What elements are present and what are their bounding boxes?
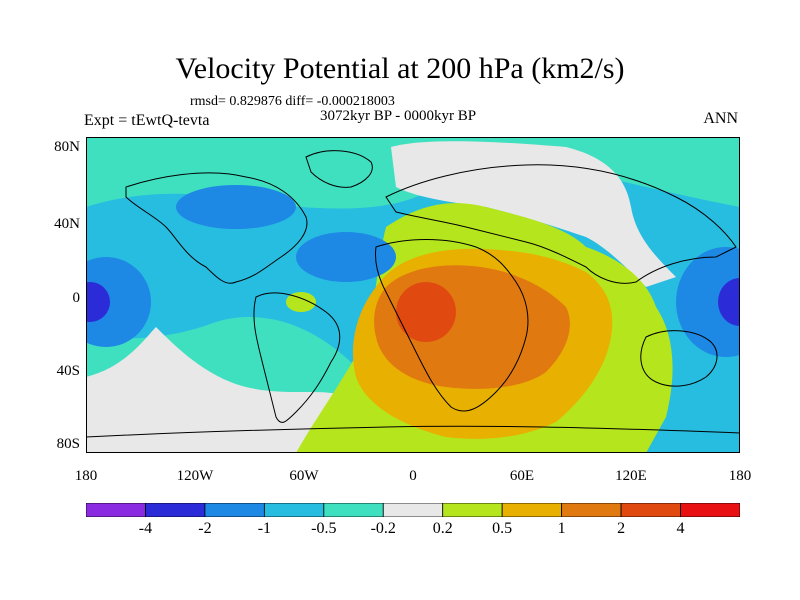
colorbar-swatch: [561, 503, 622, 517]
lon-label-60e: 60E: [509, 468, 535, 484]
field-neg4-west: [86, 282, 110, 322]
lat-label-40s: 40S: [56, 363, 80, 379]
lat-label-40n: 40N: [54, 216, 80, 232]
coast-north-america: [125, 172, 308, 284]
experiment-label: Expt = tEwtQ-tevta: [84, 112, 210, 129]
field-neg2-north-atlantic: [296, 232, 396, 282]
lon-label-180-west: 180: [74, 468, 98, 484]
lat-label-0: 0: [72, 290, 81, 306]
coast-greenland: [305, 150, 373, 188]
colorbar-swatch: [86, 503, 146, 517]
map-frame: [86, 137, 740, 453]
colorbar-label: -4: [138, 520, 153, 537]
colorbar-swatch: [501, 503, 563, 517]
colorbar-label: 4: [676, 520, 685, 537]
colorbar-swatch: [442, 503, 503, 517]
coast-australia: [640, 330, 718, 387]
map-title: Velocity Potential at 200 hPa (km2/s): [175, 52, 625, 85]
colorbar: [86, 503, 740, 517]
coast-antarctica: [86, 425, 740, 438]
field-neg2-pacific: [176, 185, 296, 229]
period-label: 3072kyr BP - 0000kyr BP: [320, 108, 477, 124]
field-zero-north: [391, 141, 676, 287]
lat-label-80n: 80N: [54, 139, 80, 155]
colorbar-swatch: [323, 503, 384, 517]
lon-label-120w: 120W: [176, 468, 214, 484]
velocity-potential-map: [86, 137, 740, 453]
colorbar-label: -0.2: [370, 520, 396, 537]
lon-label-180-east: 180: [728, 468, 752, 484]
colorbar-swatch: [680, 503, 740, 517]
coastlines: [86, 150, 740, 438]
coast-africa: [375, 239, 529, 412]
colorbar-label: 0.5: [492, 520, 513, 537]
colorbar-swatch: [145, 503, 206, 517]
field-neg2-east: [676, 247, 740, 357]
colorbar-swatch: [382, 503, 444, 517]
map-panel: [86, 137, 740, 453]
colorbar-swatch: [263, 503, 325, 517]
lon-label-120e: 120E: [615, 468, 647, 484]
colorbar-label: -2: [198, 520, 212, 537]
coast-eurasia: [385, 164, 737, 284]
stats-label: rmsd= 0.829876 diff= -0.000218003: [190, 94, 395, 109]
season-label: ANN: [703, 110, 738, 127]
field-zero-southwest: [86, 327, 346, 453]
field-neg2-west: [86, 257, 151, 347]
coast-south-america: [253, 292, 341, 423]
colorbar-label: -1: [257, 520, 272, 537]
lon-label-60w: 60W: [289, 468, 319, 484]
lat-label-80s: 80S: [56, 436, 80, 452]
colorbar-swatch: [620, 503, 681, 517]
colorbar-label: 1: [557, 520, 566, 537]
field-pos2-core: [396, 282, 456, 342]
colorbar-label: 2: [617, 520, 626, 537]
field-neg4-east: [718, 278, 740, 326]
colorbar-label: -0.5: [311, 520, 337, 537]
field-pos02-brazil: [286, 292, 316, 312]
colorbar-swatch: [204, 503, 265, 517]
colorbar-label: 0.2: [432, 520, 453, 537]
lon-label-0: 0: [409, 468, 417, 484]
